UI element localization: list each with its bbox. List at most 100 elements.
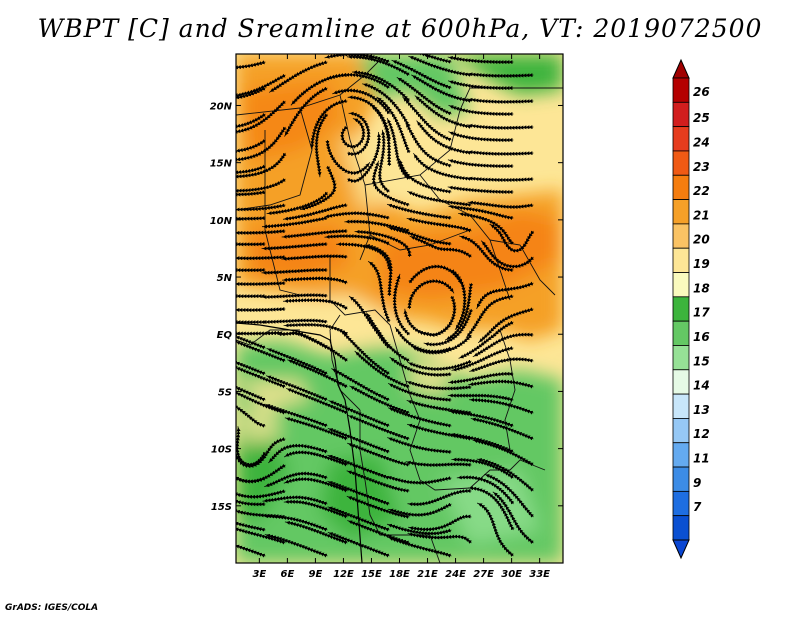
streamline xyxy=(467,97,534,104)
lon-label: 33E xyxy=(529,569,550,580)
streamline xyxy=(236,60,266,70)
colorbar-label: 25 xyxy=(693,111,710,125)
streamlines xyxy=(236,54,535,558)
streamline xyxy=(236,255,286,261)
streamline xyxy=(476,502,514,557)
streamline xyxy=(236,112,266,129)
colorbar-segment xyxy=(672,466,690,492)
colorbar-label: 21 xyxy=(693,208,710,222)
lon-label: 6E xyxy=(280,569,294,580)
colorbar-label: 14 xyxy=(693,379,710,393)
colorbar-label: 7 xyxy=(693,500,702,514)
streamline xyxy=(236,86,266,100)
colorbar-segment xyxy=(672,150,690,176)
colorbar-segment xyxy=(672,369,690,395)
coastline xyxy=(236,322,363,563)
streamline xyxy=(408,264,463,285)
plot-area xyxy=(236,54,563,563)
streamline xyxy=(467,150,534,156)
colorbar-segment xyxy=(672,247,690,273)
colorbar-label: 24 xyxy=(693,135,710,149)
streamline xyxy=(261,293,328,300)
streamline xyxy=(459,235,514,273)
lon-label: 21E xyxy=(417,569,438,580)
streamline xyxy=(264,533,328,558)
streamline xyxy=(354,229,412,258)
colorbar-segment xyxy=(672,490,690,517)
streamline xyxy=(469,357,534,372)
colorbar-label: 19 xyxy=(693,257,710,271)
lat-label: 5N xyxy=(217,273,233,284)
colorbar-segment xyxy=(672,272,690,298)
colorbar-segment xyxy=(672,393,690,419)
streamline xyxy=(447,393,514,402)
colorbar-label: 12 xyxy=(693,427,710,441)
streamline xyxy=(467,72,534,78)
colorbar-label: 13 xyxy=(693,403,710,417)
colorbar-segment xyxy=(672,223,690,249)
streamline xyxy=(407,279,455,309)
streamline xyxy=(236,203,286,212)
lat-label: 20N xyxy=(210,101,233,112)
colorbar-segment xyxy=(672,442,690,468)
lat-label: 5S xyxy=(218,387,232,398)
streamline xyxy=(467,123,534,130)
streamline xyxy=(236,405,266,428)
streamline xyxy=(468,379,534,389)
colorbar-label: 17 xyxy=(693,306,710,320)
streamline xyxy=(261,242,328,251)
streamline xyxy=(236,426,267,467)
colorbar-segment xyxy=(672,515,690,541)
colorbar-segment xyxy=(672,126,690,152)
streamline xyxy=(387,537,452,558)
colorbar-segment xyxy=(672,320,690,346)
colorbar-label: 22 xyxy=(693,184,710,198)
streamline xyxy=(467,176,534,183)
streamline xyxy=(327,531,390,558)
streamline xyxy=(236,499,266,507)
lon-label: 12E xyxy=(333,569,354,580)
streamline xyxy=(458,212,514,245)
colorbar-segment xyxy=(672,101,690,128)
streamline xyxy=(347,414,410,441)
streamline xyxy=(387,437,452,454)
colorbar-segment xyxy=(672,345,690,371)
streamline xyxy=(371,160,410,207)
streamline xyxy=(236,216,266,221)
streamline xyxy=(236,139,266,153)
colorbar-label: 18 xyxy=(693,281,710,295)
streamline xyxy=(236,164,266,175)
lat-label: 10S xyxy=(211,445,232,456)
lat-label: 10N xyxy=(210,216,233,227)
chart-title: WBPT [C] and Sreamline at 600hPa, VT: 20… xyxy=(37,14,763,43)
colorbar-label: 9 xyxy=(693,476,701,490)
lon-label: 18E xyxy=(389,569,410,580)
colorbar-label: 20 xyxy=(693,233,710,247)
map-axes: 3E 6E 9E 12E 15E 18E 21E 24E 27E 30E 33E 20N 15N 10N 5… xyxy=(210,54,563,580)
colorbar-segment xyxy=(672,77,690,103)
lon-label: 30E xyxy=(501,569,522,580)
streamline xyxy=(236,190,266,197)
streamline xyxy=(261,318,328,325)
wbpt-shading xyxy=(236,54,563,563)
colorbar-segment xyxy=(672,296,690,322)
streamline xyxy=(283,298,348,311)
streamline xyxy=(284,86,328,137)
lat-label: 15N xyxy=(210,159,233,170)
colorbar-label: 26 xyxy=(693,85,710,99)
lat-label: EQ xyxy=(217,330,233,341)
colorbar-label: 15 xyxy=(693,354,710,368)
streamline xyxy=(283,322,349,336)
colorbar-segment xyxy=(672,418,690,444)
streamline xyxy=(236,281,286,287)
streamline xyxy=(268,443,328,464)
colorbar-segment xyxy=(672,174,690,200)
streamline xyxy=(281,229,348,239)
streamline xyxy=(236,489,286,499)
grads-credit: GrADS: IGES/COLA xyxy=(5,603,99,613)
streamline xyxy=(236,229,286,235)
lon-label: 15E xyxy=(361,569,382,580)
colorbar-label: 11 xyxy=(693,452,710,466)
colorbar-label: 16 xyxy=(693,330,710,344)
